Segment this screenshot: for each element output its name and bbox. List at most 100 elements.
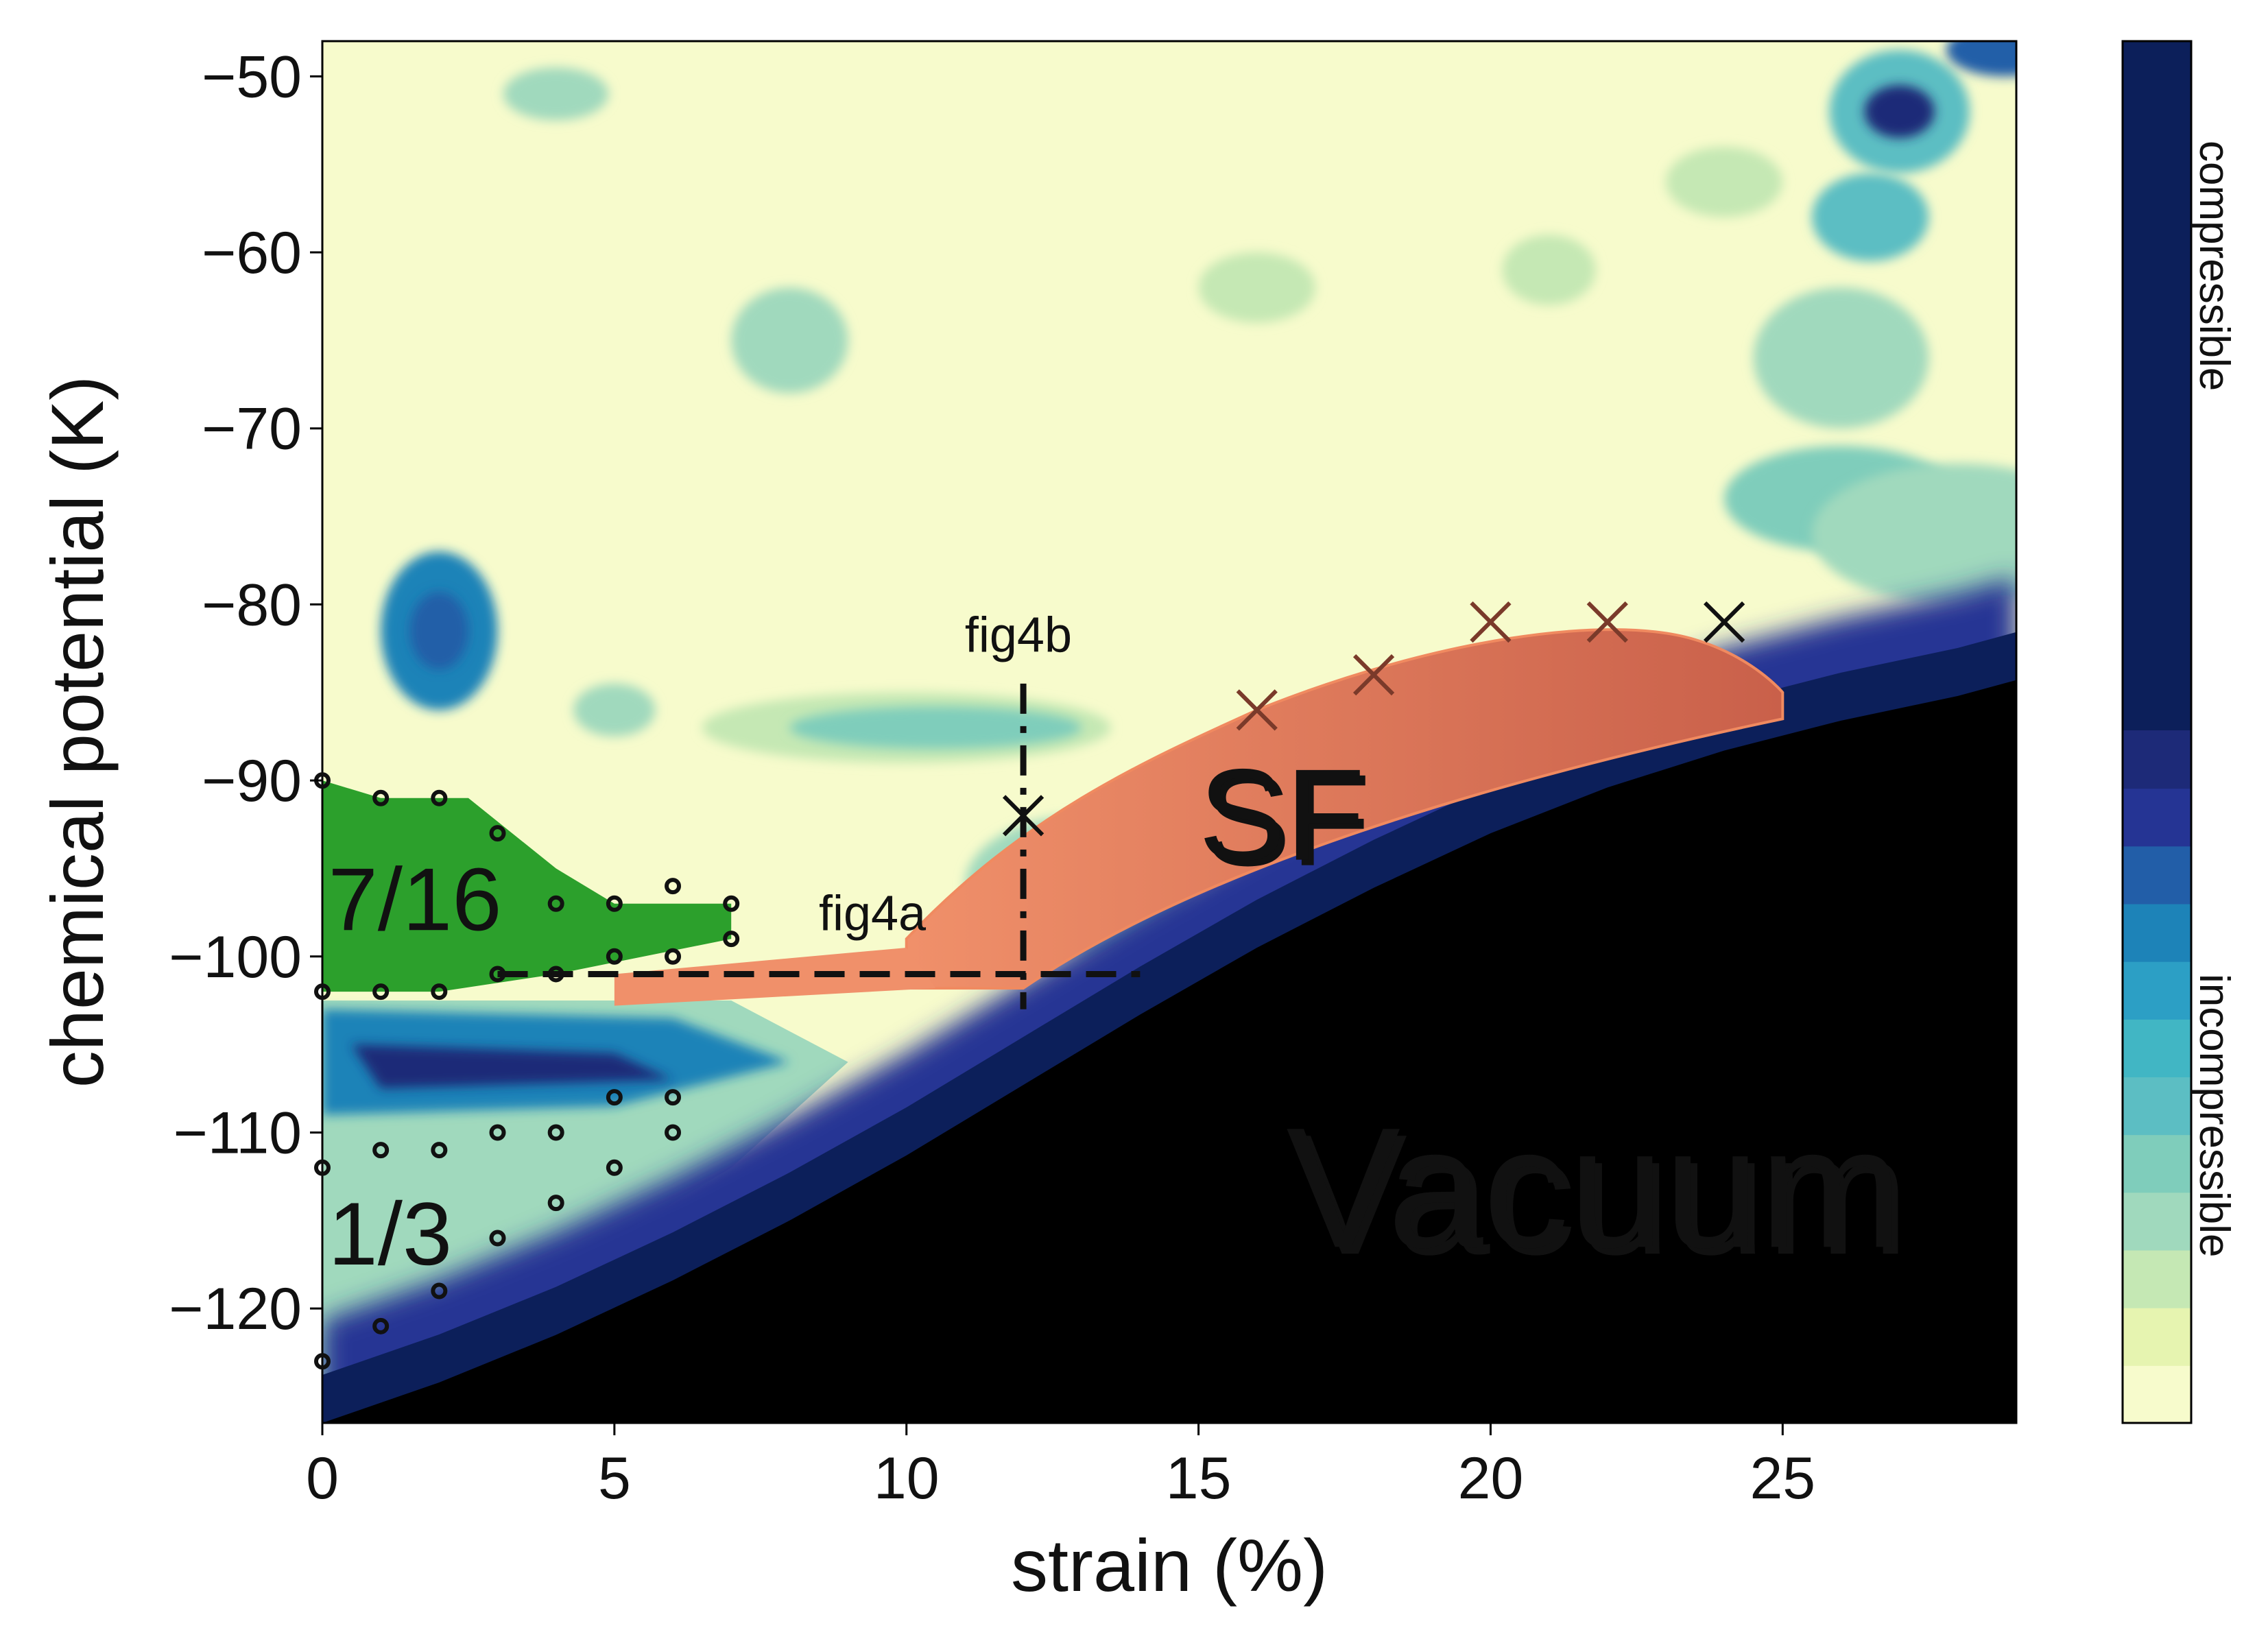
sample-point-marker [489, 825, 506, 842]
vacuum-region [322, 680, 2016, 1423]
fig4a-label: fig4a [819, 886, 927, 941]
sample-point-marker [606, 1089, 623, 1106]
x-tick-label: 0 [306, 1446, 339, 1511]
colorbar-segment [2123, 788, 2191, 847]
sample-point-marker [665, 1089, 682, 1106]
sample-point-marker [431, 1142, 448, 1159]
sample-point-marker [431, 789, 448, 806]
region-label-7-16: 7/16 [329, 849, 502, 949]
contour-blob [409, 592, 468, 670]
colorbar-segment [2123, 1134, 2191, 1193]
sample-point-marker [372, 789, 390, 806]
x-tick-label: 5 [598, 1446, 631, 1511]
sample-point-marker [665, 948, 682, 965]
sf-boundary-cross-marker [1352, 654, 1395, 696]
region-label-sf-shadow: SF [1204, 748, 1371, 894]
sample-point-marker [723, 895, 740, 912]
sf-boundary-cross-marker [1586, 601, 1628, 643]
y-tick-label: −70 [202, 396, 302, 462]
colorbar-segment [2123, 846, 2191, 905]
colorbar-segment [2123, 41, 2191, 730]
data-markers [314, 601, 1745, 1370]
sample-point-marker [606, 895, 623, 912]
region-label-vacuum-shadow: Vacuum [1293, 1099, 1909, 1290]
plot-frame [321, 40, 2018, 1424]
colorbar-segment [2123, 1192, 2191, 1251]
sample-point-marker [665, 1124, 682, 1141]
x-tick-label: 15 [1166, 1446, 1232, 1511]
sample-point-marker [606, 948, 623, 965]
fig4b-label: fig4b [965, 608, 1072, 663]
y-axis-ticks: −50 −60 −70 −80 −90 −100 −110 −120 [169, 44, 322, 1342]
y-tick-label: −80 [202, 572, 302, 638]
sample-point-marker [431, 1282, 448, 1299]
superfluid-region [905, 628, 1784, 990]
heatmap-contours [322, 41, 2016, 1379]
y-tick-label: −120 [169, 1276, 302, 1342]
sample-point-marker [372, 983, 390, 1001]
contour-blob [1811, 464, 2016, 605]
region-label-vacuum: Vacuum [1286, 1092, 1902, 1283]
contour-blob [789, 706, 1082, 749]
region-label-sf: SF [1199, 743, 1365, 888]
sf-boundary-cross-marker [1236, 689, 1278, 731]
sf-boundary-cross-marker [1470, 601, 1512, 643]
sample-point-marker [723, 931, 740, 948]
contour-blob [1198, 252, 1315, 323]
y-tick-label: −110 [174, 1100, 302, 1166]
sample-point-marker [314, 1353, 331, 1370]
colorbar-frame [2121, 40, 2193, 1424]
colorbar-segment [2123, 1365, 2191, 1424]
colorbar-segment [2123, 1307, 2191, 1366]
y-axis-label: chemical potential (K) [36, 376, 119, 1088]
contour-blob [731, 287, 848, 394]
y-tick-label: −90 [202, 748, 302, 814]
sf-boundary-cross-marker [1704, 601, 1745, 643]
sample-point-marker [547, 1195, 564, 1212]
region-7-16 [322, 780, 732, 992]
sample-point-marker [606, 1159, 623, 1176]
contour-blob [573, 683, 656, 736]
contour-blob [1665, 147, 1783, 217]
contour-blob [1502, 235, 1596, 306]
contour-blob [1946, 41, 2016, 77]
colorbar-segment [2123, 730, 2191, 789]
y-tick-label: −60 [202, 220, 302, 286]
colorbar-segment [2123, 1018, 2191, 1077]
colorbar [2123, 41, 2191, 1424]
contour-blob [1753, 287, 1929, 429]
sample-point-marker [489, 1124, 506, 1141]
sample-point-marker [547, 895, 564, 912]
sample-point-marker [314, 983, 331, 1001]
region-label-1-3: 1/3 [329, 1184, 453, 1284]
sample-point-marker [547, 1124, 564, 1141]
heatmap-field [322, 41, 2016, 1423]
colorbar-segment [2123, 903, 2191, 962]
x-tick-label: 25 [1750, 1446, 1815, 1511]
sample-point-marker [372, 1317, 390, 1334]
sf-boundary-cross-marker [1002, 795, 1045, 837]
sample-point-marker [489, 1230, 506, 1247]
sample-point-marker [547, 966, 564, 983]
y-tick-label: −50 [202, 44, 302, 110]
colorbar-segment [2123, 1249, 2191, 1308]
contour-blob [503, 67, 609, 121]
colorbar-segment [2123, 961, 2191, 1020]
sample-point-marker [314, 1159, 331, 1176]
colorbar-label-incompressible: incompressible [2191, 974, 2238, 1258]
x-axis-label: strain (%) [1011, 1524, 1328, 1607]
contour-blob [1864, 85, 1935, 139]
colorbar-segment [2123, 1077, 2191, 1136]
x-tick-label: 20 [1458, 1446, 1524, 1511]
y-tick-label: −100 [169, 924, 302, 990]
x-tick-label: 10 [874, 1446, 940, 1511]
sample-point-marker [665, 878, 682, 895]
sample-point-marker [372, 1142, 390, 1159]
x-axis-ticks: 0 5 10 15 20 25 [306, 1423, 1815, 1511]
sample-point-marker [489, 966, 506, 983]
contour-blob [1811, 173, 1929, 261]
sample-point-marker [431, 983, 448, 1001]
compressible-core [351, 1044, 673, 1089]
colorbar-label-compressible: compressible [2191, 141, 2238, 391]
